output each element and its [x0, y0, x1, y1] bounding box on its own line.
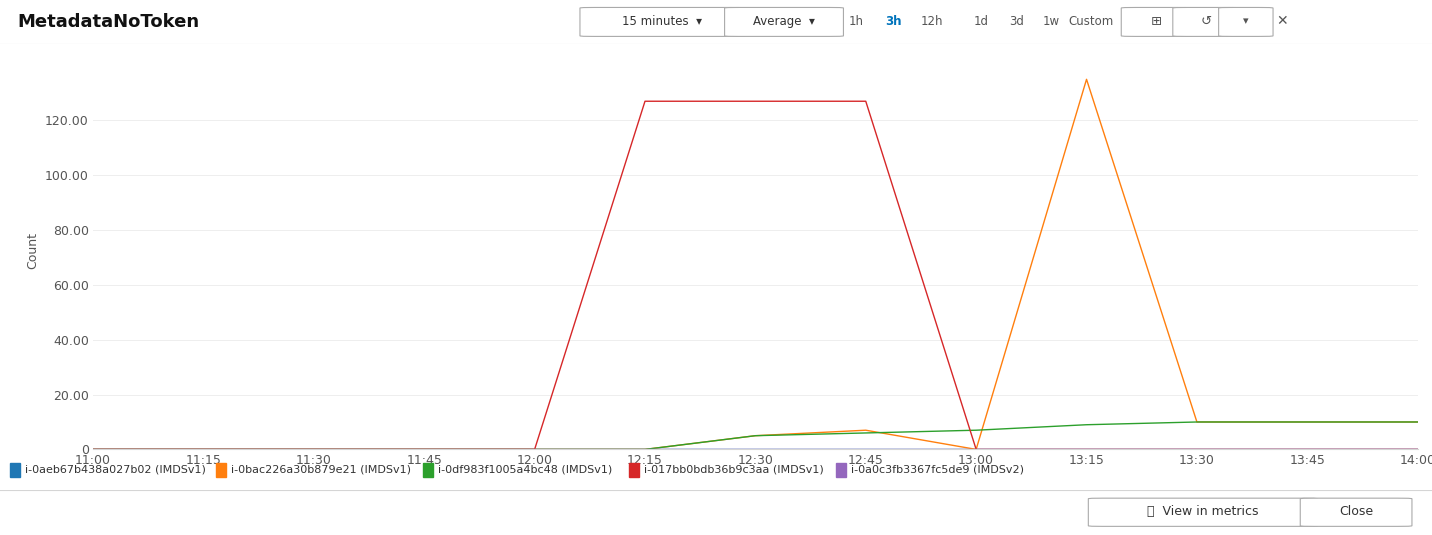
Text: i-0bac226a30b879e21 (IMDSv1): i-0bac226a30b879e21 (IMDSv1): [232, 464, 411, 475]
FancyBboxPatch shape: [1121, 7, 1191, 36]
Y-axis label: Count: Count: [26, 232, 40, 269]
Text: ✕: ✕: [1276, 14, 1287, 28]
Text: i-017bb0bdb36b9c3aa (IMDSv1): i-017bb0bdb36b9c3aa (IMDSv1): [644, 464, 823, 475]
Bar: [422, 463, 432, 477]
FancyBboxPatch shape: [1219, 7, 1273, 36]
Text: 12h: 12h: [921, 14, 944, 28]
FancyBboxPatch shape: [1300, 498, 1412, 526]
Text: Close: Close: [1339, 505, 1373, 518]
Bar: [10, 463, 20, 477]
Text: 1d: 1d: [974, 14, 988, 28]
Text: 3h: 3h: [885, 14, 902, 28]
Text: i-0aeb67b438a027b02 (IMDSv1): i-0aeb67b438a027b02 (IMDSv1): [24, 464, 206, 475]
Text: 3d: 3d: [1010, 14, 1024, 28]
FancyBboxPatch shape: [580, 7, 745, 36]
Text: i-0a0c3fb3367fc5de9 (IMDSv2): i-0a0c3fb3367fc5de9 (IMDSv2): [851, 464, 1024, 475]
Text: i-0df983f1005a4bc48 (IMDSv1): i-0df983f1005a4bc48 (IMDSv1): [438, 464, 611, 475]
Bar: [629, 463, 639, 477]
Text: MetadataNoToken: MetadataNoToken: [17, 13, 199, 31]
Text: 15 minutes  ▾: 15 minutes ▾: [623, 14, 702, 28]
Text: 1w: 1w: [1042, 14, 1060, 28]
Bar: [836, 463, 846, 477]
Text: Average  ▾: Average ▾: [753, 14, 815, 28]
Text: ⊞: ⊞: [1151, 14, 1161, 28]
FancyBboxPatch shape: [1088, 498, 1317, 526]
Bar: [216, 463, 226, 477]
Text: 1h: 1h: [849, 14, 863, 28]
Text: ↺: ↺: [1201, 14, 1211, 28]
FancyBboxPatch shape: [725, 7, 843, 36]
Text: Custom: Custom: [1068, 14, 1114, 28]
Text: ⧉  View in metrics: ⧉ View in metrics: [1147, 505, 1259, 518]
FancyBboxPatch shape: [1173, 7, 1240, 36]
Text: ▾: ▾: [1243, 16, 1249, 26]
